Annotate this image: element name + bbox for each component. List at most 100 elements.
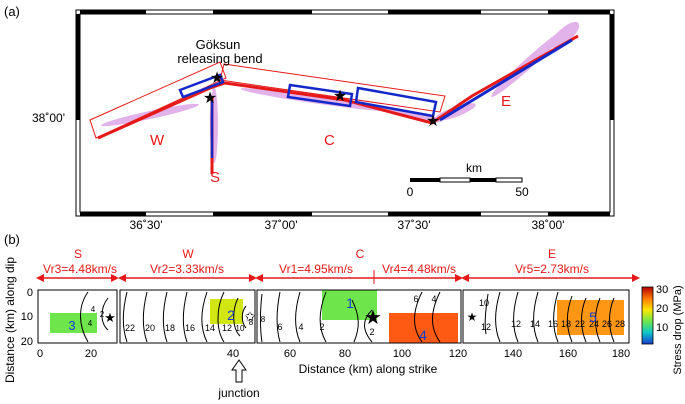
colorbar-tick-20: 20 [656, 303, 668, 315]
segment-e-line [439, 38, 573, 122]
scalebar-start: 0 [407, 185, 414, 199]
contour-c-4b: 4 [431, 294, 436, 304]
contour-w-12: 12 [222, 323, 232, 333]
contour-e-16: 16 [548, 319, 558, 329]
colorbar [641, 286, 654, 345]
segment-arrows [36, 270, 640, 284]
contour-s-2: 2 [100, 310, 105, 319]
contour-c-2b: 2 [369, 327, 374, 337]
xtick-80: 80 [339, 348, 351, 360]
contour-w-8: 8 [249, 318, 254, 327]
patch-3-label: 3 [68, 318, 75, 333]
contour-c-6: 6 [277, 322, 282, 332]
patch-1-label: 1 [346, 295, 354, 311]
contour-s-3: 4 [91, 305, 96, 314]
segment-label-w: W [150, 132, 165, 149]
contour-c-6b: 6 [413, 294, 418, 304]
segment-name-w: W [182, 247, 194, 261]
y-axis-label: Distance (km) along dip [3, 257, 17, 383]
contour-e-18: 18 [561, 319, 571, 329]
subplot-s [37, 289, 118, 344]
ytick-20: 20 [21, 336, 33, 348]
star-e: ★ [467, 310, 478, 324]
subplot-w [119, 289, 256, 344]
vr3-label: Vr3=4.48km/s [43, 262, 117, 276]
contour-e-24: 24 [589, 319, 599, 329]
svg-text:★: ★ [426, 113, 440, 130]
vr5-label: Vr5=2.73km/s [515, 262, 589, 276]
star-w: ✩ [245, 309, 256, 324]
star-c: ★ [364, 307, 382, 329]
xtick-140: 140 [504, 348, 522, 360]
xtick-100: 100 [393, 348, 411, 360]
segment-name-c: C [356, 247, 365, 261]
patch-outline-w [178, 73, 225, 99]
lat-label: 38˚00' [32, 111, 65, 125]
segment-name-s: S [74, 247, 82, 261]
vr2-label: Vr2=3.33km/s [150, 262, 224, 276]
segment-c-outline [219, 63, 446, 113]
epicenter-stars: ★ ★ ★ ★ [203, 70, 440, 130]
xtick-180: 180 [612, 348, 630, 360]
scalebar-unit: km [466, 161, 482, 175]
patch-5-label: 5 [589, 309, 597, 325]
lon-label-1: 36˚30' [130, 218, 163, 232]
segment-label-s: S [210, 169, 220, 186]
star-s: ★ [104, 310, 116, 325]
patch-2-label: 2 [227, 307, 235, 323]
x-axis-label: Distance (km) along strike [299, 362, 438, 376]
segment-label-c: C [324, 132, 335, 149]
contour-w-16: 16 [185, 323, 195, 333]
scale-bar [410, 177, 523, 183]
contour-e-26: 26 [602, 319, 612, 329]
colorbar-label: Stress drop (MPa) [672, 285, 684, 374]
svg-text:★: ★ [203, 90, 217, 107]
xtick-120: 120 [449, 348, 467, 360]
colorbar-tick-10: 10 [656, 322, 668, 334]
contour-s-1: 4 [88, 319, 93, 328]
patch-outline-c1 [286, 83, 354, 108]
contour-c-4: 4 [298, 322, 303, 332]
svg-text:★: ★ [333, 88, 347, 105]
subplot-c [256, 289, 462, 344]
subplot-e [462, 289, 630, 344]
contour-e-28: 28 [615, 319, 625, 329]
goksun-label: Göksun [196, 37, 241, 52]
xtick-40: 40 [227, 348, 239, 360]
contour-w-22: 22 [125, 323, 135, 333]
junction-arrow [231, 359, 247, 383]
vr1-label: Vr1=4.95km/s [279, 262, 353, 276]
xtick-s-0: 0 [37, 348, 43, 360]
scalebar-end: 50 [515, 185, 529, 199]
contour-w-10: 10 [236, 324, 245, 333]
xtick-s-20: 20 [85, 348, 97, 360]
releasing-bend-label: releasing bend [177, 51, 262, 66]
patch-4-label: 4 [419, 327, 427, 343]
segment-w-outline [89, 61, 227, 139]
patch-outline-c2 [354, 86, 438, 118]
lon-label-4: 38˚00' [532, 218, 565, 232]
panel-b-label: (b) [4, 232, 20, 247]
vr4-label: Vr4=4.48km/s [382, 262, 456, 276]
colorbar-tick-30: 30 [656, 284, 668, 296]
segment-label-e: E [501, 93, 511, 110]
contour-e-14: 14 [530, 319, 540, 329]
lon-label-3: 37˚30' [398, 218, 431, 232]
contour-w-18: 18 [165, 323, 175, 333]
contour-e-12b: 12 [511, 319, 521, 329]
lon-label-2: 37˚00' [265, 218, 298, 232]
contour-e-22: 22 [575, 319, 585, 329]
ytick-0: 0 [27, 287, 33, 299]
contour-e-10: 10 [479, 298, 489, 308]
segment-name-e: E [548, 247, 556, 261]
contour-e-12a: 12 [481, 322, 491, 332]
panel-a-label: (a) [4, 4, 20, 19]
xtick-60: 60 [284, 348, 296, 360]
contour-c-8: 8 [261, 315, 266, 324]
svg-text:★: ★ [210, 70, 224, 87]
junction-label: junction [217, 386, 259, 400]
contour-w-20: 20 [145, 323, 155, 333]
contour-w-14: 14 [205, 323, 215, 333]
xtick-160: 160 [559, 348, 577, 360]
